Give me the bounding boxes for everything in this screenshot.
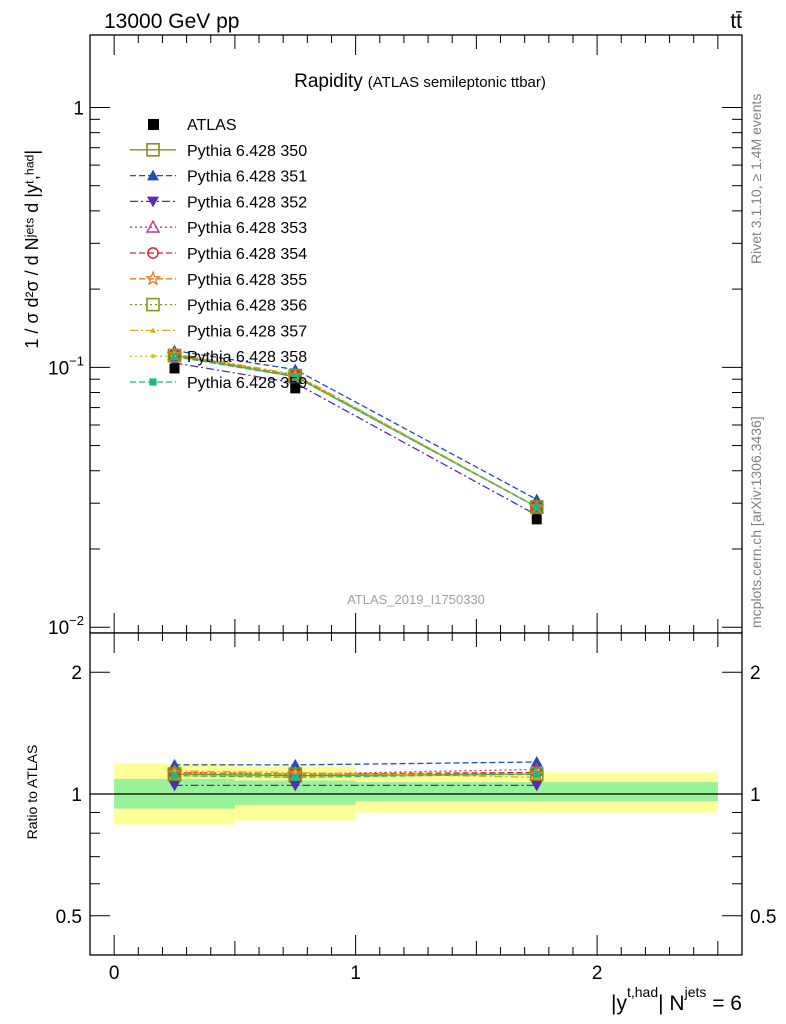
data-point xyxy=(169,363,180,374)
main-y-axis-label: 1 / σ d²σ / d Nʲᵉᵗˢ d |yᵗ,ʰᵃᵈ| xyxy=(22,150,42,349)
data-point xyxy=(290,383,301,394)
data-point xyxy=(150,327,156,333)
data-point xyxy=(529,767,544,781)
ratio-y-tick-label-right: 1 xyxy=(750,785,761,806)
ratio-panel: 2 2 1 1 0.5 0.5 0 1 2 xyxy=(56,632,776,984)
data-point xyxy=(533,770,541,778)
data-point xyxy=(530,755,543,767)
legend-label: Pythia 6.428 351 xyxy=(187,169,307,186)
data-point xyxy=(529,500,544,514)
data-point xyxy=(145,219,161,233)
analysis-watermark: ATLAS_2019_I1750330 xyxy=(347,592,485,607)
data-point xyxy=(146,297,160,312)
data-point xyxy=(144,270,162,286)
legend-label: Pythia 6.428 357 xyxy=(187,323,307,340)
legend-marker xyxy=(148,119,159,130)
x-tick-label: 2 xyxy=(592,963,603,984)
x-axis-label-sup: t,had xyxy=(627,984,658,1000)
legend-label: Pythia 6.428 358 xyxy=(187,349,307,366)
y-tick-label: 10−2 xyxy=(48,613,84,639)
data-point xyxy=(533,503,541,511)
inner-band xyxy=(355,782,718,802)
legend-label: Pythia 6.428 356 xyxy=(187,298,307,315)
y-tick-label: 1 xyxy=(73,98,84,119)
data-point xyxy=(291,373,299,381)
rivet-version-label: Rivet 3.1.10, ≥ 1.4M events xyxy=(748,94,764,264)
data-point xyxy=(170,352,179,361)
data-point xyxy=(288,368,303,383)
y-tick-label-base: 1 xyxy=(73,98,84,119)
data-point xyxy=(530,780,543,792)
x-axis-label-sup: jets xyxy=(684,984,707,1000)
chart-title-group: Rapidity (ATLAS semileptonic ttbar) xyxy=(294,71,546,92)
figure-text: 13000 GeV pp tt̄ Rapidity (ATLAS semilept… xyxy=(22,10,764,1015)
energy-label: 13000 GeV pp xyxy=(104,10,239,33)
x-axis-label-part: | N xyxy=(658,992,684,1015)
legend-label: ATLAS xyxy=(187,117,237,134)
data-point xyxy=(171,767,178,774)
legend-label: Pythia 6.428 359 xyxy=(187,375,307,392)
chart-title: Rapidity xyxy=(294,71,363,92)
y-tick-label-base: 10 xyxy=(48,358,69,379)
series-line-352 xyxy=(174,362,538,516)
ratio-y-tick-label: 0.5 xyxy=(56,907,82,928)
data-point xyxy=(146,143,160,157)
y-tick-label: 10−1 xyxy=(48,353,84,379)
legend-label: Pythia 6.428 350 xyxy=(187,143,307,160)
x-axis-label: |yt,had| Njets = 6 xyxy=(611,984,742,1015)
ratio-series xyxy=(166,755,545,792)
data-point xyxy=(168,780,181,792)
series-line-357 xyxy=(174,352,538,508)
ratio-y-tick-label-right: 0.5 xyxy=(750,907,776,928)
data-point xyxy=(291,773,299,781)
y-tick-label-exp: −1 xyxy=(69,353,84,368)
process-label: tt̄ xyxy=(730,10,742,33)
data-point xyxy=(167,348,182,363)
ratio-y-tick-label: 1 xyxy=(71,785,82,806)
legend-label: Pythia 6.428 355 xyxy=(187,272,307,289)
legend-label: Pythia 6.428 352 xyxy=(187,194,307,211)
data-point xyxy=(289,758,302,770)
data-point xyxy=(147,169,159,181)
y-tick-label-exp: −2 xyxy=(69,613,84,628)
main-plot-area xyxy=(90,35,742,633)
main-series xyxy=(166,344,545,522)
data-point xyxy=(149,378,157,386)
mcplots-label: mcplots.cern.ch [arXiv:1306.3436] xyxy=(748,416,764,628)
data-point xyxy=(289,780,302,792)
data-point xyxy=(150,354,156,359)
atlas-data xyxy=(169,363,542,525)
x-axis-label-part: |y xyxy=(611,992,627,1015)
chart-subtitle: (ATLAS semileptonic ttbar) xyxy=(368,74,546,91)
data-point xyxy=(147,196,159,208)
legend-label: Pythia 6.428 353 xyxy=(187,220,307,237)
data-point xyxy=(531,514,542,525)
ratio-y-axis-label: Ratio to ATLAS xyxy=(24,745,40,840)
data-point xyxy=(147,247,159,259)
main-y-ticks xyxy=(90,35,742,633)
data-point xyxy=(292,769,299,775)
ratio-y-tick-label: 2 xyxy=(71,663,82,684)
x-tick-label: 0 xyxy=(109,963,120,984)
y-tick-label-base: 10 xyxy=(48,618,69,639)
ratio-ticks xyxy=(90,633,742,956)
ratio-plot-frame xyxy=(89,632,743,956)
x-tick-label: 1 xyxy=(350,963,361,984)
ratio-y-tick-label-right: 2 xyxy=(750,663,761,684)
data-point xyxy=(170,772,179,780)
legend-label: Pythia 6.428 354 xyxy=(187,246,307,263)
legend: ATLAS Pythia 6.428 350 Pythia 6.428 351 Pyt… xyxy=(130,117,307,392)
x-axis-label-part: = 6 xyxy=(706,992,742,1015)
